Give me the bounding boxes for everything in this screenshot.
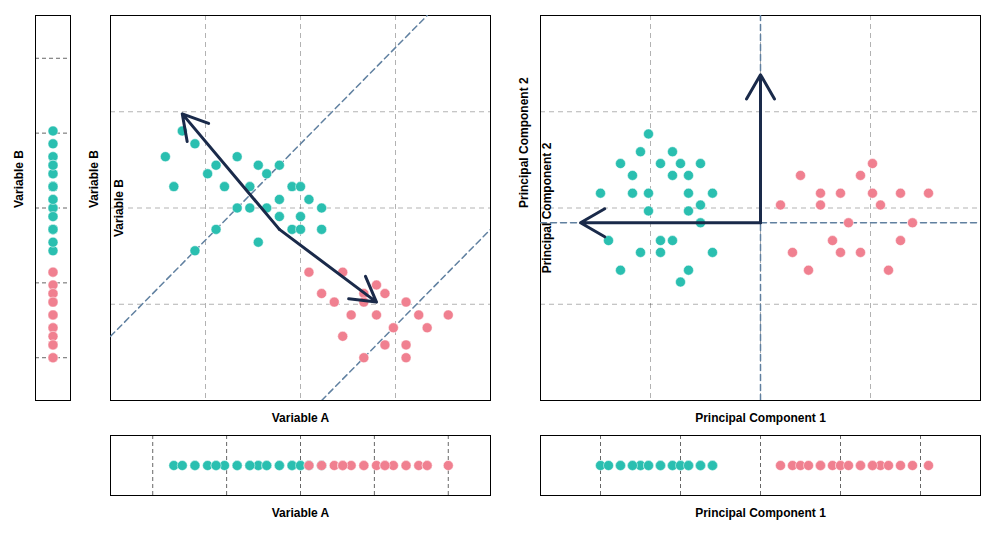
svg-text:Variable A: Variable A [272,411,330,425]
svg-text:Principal Component 1: Principal Component 1 [695,411,826,425]
svg-text:Variable A: Variable A [272,506,330,520]
svg-text:Principal Component 1: Principal Component 1 [695,506,826,520]
svg-text:Variable B: Variable B [112,179,126,237]
svg-text:Variable B: Variable B [87,150,101,208]
svg-text:Principal Component 2: Principal Component 2 [517,77,531,208]
svg-text:Variable B: Variable B [12,150,26,208]
svg-text:Principal Component 2: Principal Component 2 [540,142,554,273]
